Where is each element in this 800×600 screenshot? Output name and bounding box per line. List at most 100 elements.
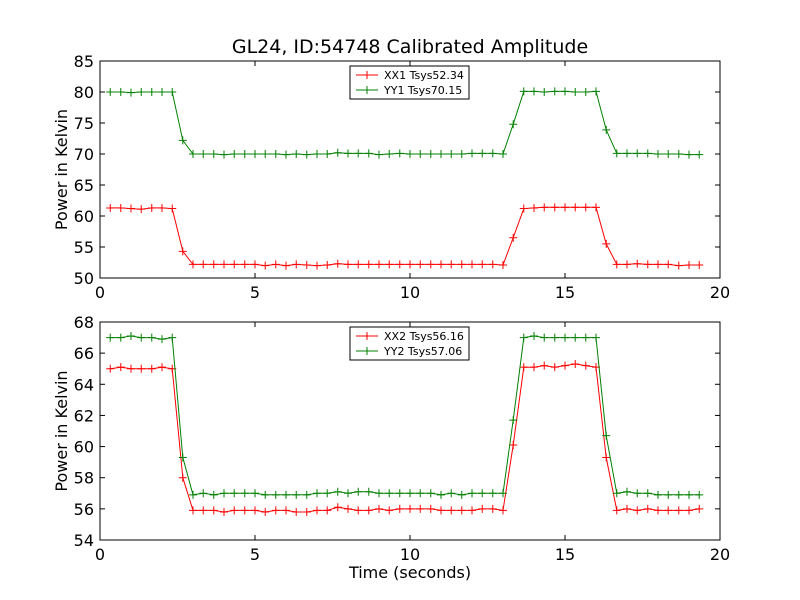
y-tick-label: 60 — [74, 207, 94, 226]
data-point-marker — [499, 506, 507, 515]
data-point-marker — [571, 88, 580, 96]
data-point-marker — [664, 150, 673, 158]
data-point-marker — [478, 149, 487, 158]
data-point-marker — [395, 149, 404, 158]
data-point-marker — [406, 150, 414, 158]
data-point-marker — [354, 487, 363, 496]
data-point-marker — [261, 150, 270, 158]
data-point-marker — [168, 204, 177, 213]
data-point-marker — [437, 150, 445, 158]
x-tick-label: 10 — [400, 545, 420, 564]
legend-swatch-marker — [363, 332, 371, 340]
data-point-marker — [251, 489, 259, 498]
data-point-marker — [633, 259, 642, 268]
data-point-marker — [106, 203, 115, 212]
data-point-marker — [230, 260, 239, 269]
data-point-marker — [457, 490, 466, 499]
data-point-marker — [116, 88, 125, 96]
y-tick-label: 58 — [74, 469, 94, 488]
data-point-marker — [509, 120, 518, 129]
data-point-marker — [230, 150, 239, 158]
data-point-marker — [509, 416, 518, 425]
x-tick-label: 0 — [95, 283, 105, 302]
data-point-marker — [313, 150, 321, 158]
chart-title: GL24, ID:54748 Calibrated Amplitude — [232, 36, 588, 58]
data-point-marker — [695, 504, 704, 513]
data-point-marker — [323, 260, 332, 269]
y-tick-label: 54 — [74, 531, 94, 550]
legend-label: XX2 Tsys56.16 — [384, 330, 464, 343]
data-point-marker — [478, 504, 487, 513]
data-point-marker — [447, 260, 456, 269]
data-point-marker — [199, 489, 208, 498]
data-point-marker — [509, 441, 518, 450]
x-tick-label: 20 — [710, 283, 730, 302]
data-point-marker — [375, 504, 383, 513]
data-point-marker — [550, 203, 559, 212]
data-point-marker — [561, 361, 569, 370]
data-point-marker — [571, 333, 580, 342]
data-point-marker — [623, 149, 631, 158]
data-point-marker — [571, 360, 580, 369]
data-point-marker — [416, 260, 425, 269]
legend-label: XX1 Tsys52.34 — [384, 69, 464, 82]
data-point-marker — [468, 489, 476, 498]
x-tick-label: 5 — [250, 283, 260, 302]
data-point-marker — [116, 203, 125, 212]
y-tick-label: 56 — [74, 500, 94, 519]
data-point-marker — [323, 489, 332, 498]
data-point-marker — [230, 489, 239, 498]
data-point-marker — [313, 261, 321, 270]
data-point-marker — [240, 260, 249, 269]
data-point-marker — [581, 88, 590, 96]
data-point-marker — [623, 487, 631, 496]
data-point-marker — [199, 506, 208, 515]
data-point-marker — [344, 489, 352, 498]
data-point-marker — [271, 490, 280, 499]
series-line-1 — [110, 363, 700, 513]
data-point-marker — [333, 503, 342, 512]
data-point-marker — [395, 489, 404, 498]
data-point-marker — [468, 260, 476, 269]
data-point-marker — [106, 333, 115, 342]
data-point-marker — [457, 260, 466, 269]
data-point-marker — [292, 150, 301, 158]
data-point-marker — [261, 261, 270, 270]
data-point-marker — [106, 88, 115, 96]
data-point-marker — [530, 363, 538, 372]
legend-swatch-marker — [363, 71, 371, 79]
data-point-marker — [685, 506, 693, 515]
data-point-marker — [271, 506, 280, 515]
data-point-marker — [168, 333, 177, 342]
data-point-marker — [137, 364, 146, 373]
data-point-marker — [178, 473, 187, 482]
x-axis-title: Time (seconds) — [348, 563, 471, 582]
data-point-marker — [499, 489, 507, 498]
data-point-marker — [354, 506, 363, 515]
data-point-marker — [643, 149, 652, 158]
data-point-marker — [220, 507, 228, 516]
data-point-marker — [437, 490, 445, 499]
data-point-marker — [581, 333, 590, 342]
data-point-marker — [581, 361, 590, 370]
data-point-marker — [623, 504, 631, 513]
data-point-marker — [209, 506, 218, 515]
data-point-marker — [406, 504, 414, 513]
data-point-marker — [509, 233, 518, 242]
data-point-marker — [406, 260, 414, 269]
data-point-marker — [633, 149, 642, 158]
data-point-marker — [137, 333, 146, 342]
data-point-marker — [178, 453, 187, 462]
data-point-marker — [685, 150, 693, 159]
data-point-marker — [344, 149, 352, 158]
data-point-marker — [654, 260, 662, 269]
data-point-marker — [561, 333, 569, 342]
data-point-marker — [643, 504, 652, 513]
x-tick-label: 15 — [555, 545, 575, 564]
data-point-marker — [499, 260, 507, 269]
y-tick-label: 68 — [74, 313, 94, 332]
data-point-marker — [426, 489, 435, 498]
data-point-marker — [540, 88, 549, 96]
data-point-marker — [127, 364, 135, 373]
data-point-marker — [189, 490, 197, 499]
